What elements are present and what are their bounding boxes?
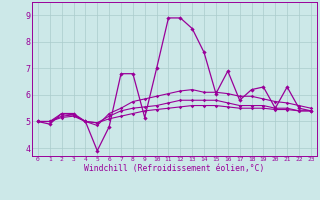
X-axis label: Windchill (Refroidissement éolien,°C): Windchill (Refroidissement éolien,°C): [84, 164, 265, 173]
